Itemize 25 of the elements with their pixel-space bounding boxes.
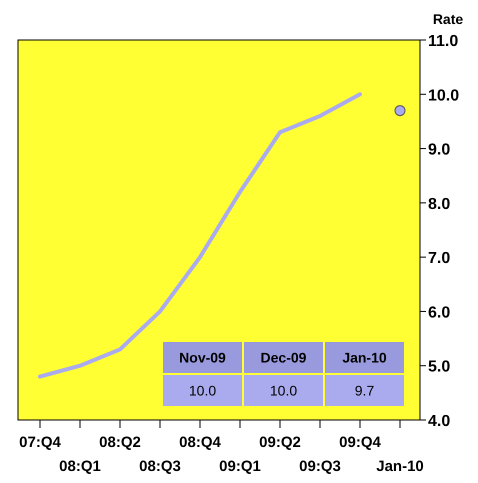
y-tick-label: 11.0 <box>428 33 458 50</box>
annotation: 9.7 <box>354 382 374 398</box>
x-tick-label: 09:Q4 <box>339 434 382 451</box>
x-tick-label: 08:Q4 <box>179 434 222 451</box>
x-tick-label: Jan-10 <box>376 458 424 475</box>
annotation: Jan-10 <box>342 350 387 366</box>
y-tick-label: 8.0 <box>428 196 450 213</box>
x-tick-label: 09:Q3 <box>299 458 341 475</box>
x-tick-label: 08:Q3 <box>139 458 181 475</box>
annotation: 10.0 <box>270 382 298 398</box>
y-tick-label: 4.0 <box>428 413 450 430</box>
x-tick-label: 08:Q1 <box>59 458 101 475</box>
x-tick-label: 08:Q2 <box>99 434 141 451</box>
y-tick-label: 10.0 <box>428 87 460 104</box>
x-tick-label: 07:Q4 <box>19 434 62 451</box>
y-tick-label: 7.0 <box>428 250 450 268</box>
x-tick-label: 09:Q2 <box>259 434 301 451</box>
annotation: Dec-09 <box>260 350 307 366</box>
y-axis-title: Rate <box>432 11 464 27</box>
y-tick-label: 6.0 <box>428 304 450 322</box>
annotation: 10.0 <box>188 382 216 398</box>
y-tick-label: 5.0 <box>428 358 450 376</box>
annotation: Nov-09 <box>179 350 226 366</box>
y-tick-label: 9.0 <box>428 142 450 159</box>
x-tick-label: 09:Q1 <box>219 458 261 475</box>
